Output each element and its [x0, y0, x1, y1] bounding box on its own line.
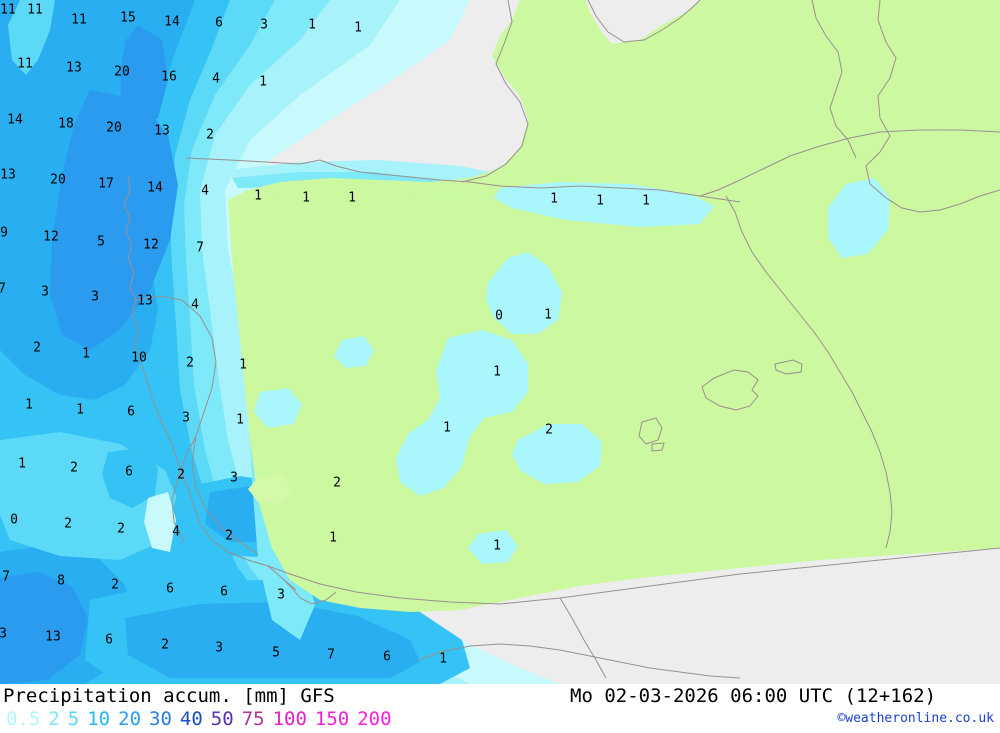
island-menorca — [774, 359, 803, 375]
island-mallorca — [701, 369, 759, 411]
legend-item-0_5[interactable]: 0.5 — [6, 708, 41, 730]
map-footer: Precipitation accum. [mm] GFS Mo 02-03-2… — [0, 684, 1000, 733]
legend-item-75[interactable]: 75 — [241, 708, 265, 730]
legend-item-50[interactable]: 50 — [210, 708, 234, 730]
balearic-islands — [638, 359, 803, 452]
precip-inland-east — [512, 424, 602, 484]
coast-east-iberia — [725, 195, 893, 549]
legend-item-2[interactable]: 2 — [48, 708, 60, 730]
coast-france-atlantic — [461, 0, 529, 183]
coast-gibraltar — [281, 577, 337, 605]
precip-inland-overlay — [248, 178, 890, 564]
legend-item-40[interactable]: 40 — [179, 708, 203, 730]
precip-inland-big — [396, 330, 528, 496]
copyright-text: ©weatheronline.co.uk — [837, 711, 994, 726]
precip-inland-north-strip — [494, 182, 714, 227]
precip-band-south-30 — [125, 602, 420, 678]
border-portugal — [135, 295, 259, 555]
precip-inland-small-2 — [254, 388, 302, 428]
precip-inland-se — [468, 530, 518, 564]
coast-france-channel — [587, 0, 701, 43]
precip-oval-a — [102, 448, 158, 508]
precip-core-40-nw — [50, 90, 178, 350]
legend-item-30[interactable]: 30 — [149, 708, 172, 730]
footer-date: Mo 02-03-2026 06:00 UTC (12+162) — [570, 685, 937, 707]
coast-west-iberia — [123, 174, 297, 591]
legend-item-100[interactable]: 100 — [272, 708, 307, 730]
border-france-ne — [865, 0, 1000, 213]
precip-inland-top — [486, 252, 562, 334]
border-france-n — [811, 0, 857, 159]
coast-africa — [419, 643, 741, 679]
coast-south-iberia — [267, 547, 1000, 605]
legend-item-10[interactable]: 10 — [87, 708, 111, 730]
precip-inland-ne — [828, 178, 890, 258]
legend-item-20[interactable]: 20 — [118, 708, 142, 730]
legend-item-150[interactable]: 150 — [314, 708, 350, 730]
legend-item-200[interactable]: 200 — [357, 708, 392, 730]
land-iberia — [228, 0, 1000, 200]
legend-scale[interactable]: 0.5 2 5 10 20 30 40 50 75 100 150 200 — [6, 708, 400, 730]
precip-sliver-coast — [144, 492, 176, 552]
precip-inland-small-1 — [334, 336, 374, 368]
coast-north-spain — [185, 157, 741, 203]
border-interior-se — [559, 597, 607, 679]
coastlines — [123, 0, 1000, 679]
border-pyrenees — [699, 129, 1000, 197]
map-canvas — [0, 0, 1000, 684]
island-ibiza — [638, 417, 663, 445]
precip-core-40-top — [120, 25, 168, 130]
island-formentera — [651, 442, 665, 452]
precip-core-40-sw — [0, 572, 88, 684]
precip-lobe-top-left — [8, 0, 55, 75]
footer-title: Precipitation accum. [mm] GFS — [3, 685, 335, 707]
legend-item-5[interactable]: 5 — [67, 708, 80, 730]
precipitation-map[interactable]: 11 11 11 15 14 6 3 1 1 11 13 20 16 4 1 14 18 20 13 2 13 20 17 1… — [0, 0, 1000, 684]
precip-inland-patch-green — [248, 474, 292, 504]
border-interior-sw — [171, 435, 197, 543]
